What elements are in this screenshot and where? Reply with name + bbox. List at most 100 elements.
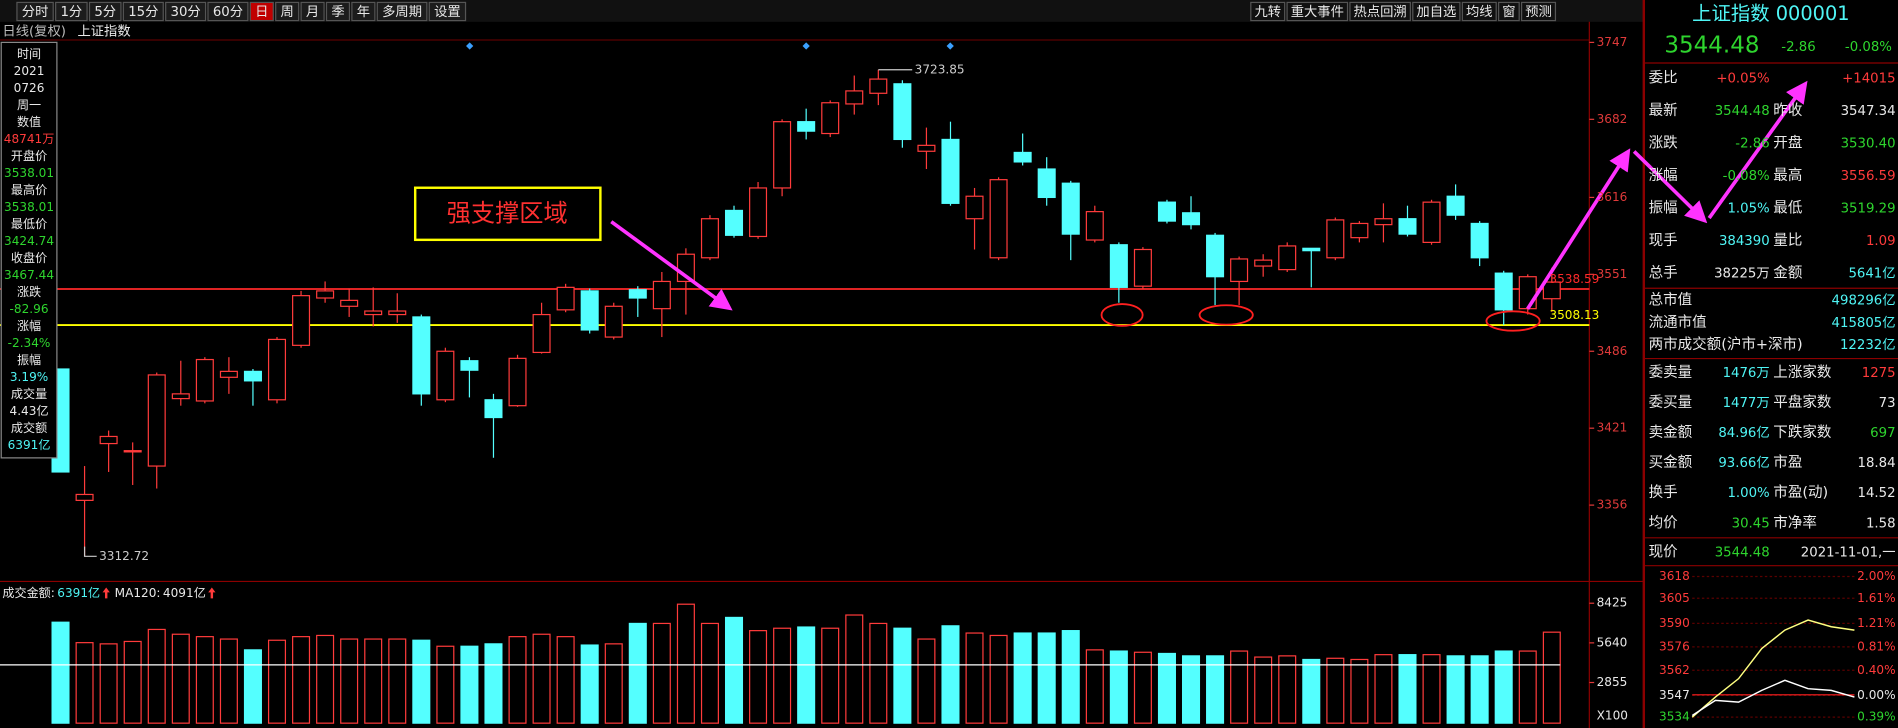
quote-value: 1275 <box>1862 366 1896 381</box>
toolbar-label[interactable]: 30分 <box>171 4 201 20</box>
toolbar-label[interactable]: 年 <box>357 4 370 20</box>
candle-body <box>412 316 431 395</box>
volume-bar <box>1542 631 1561 724</box>
candle-body <box>171 393 190 400</box>
y-tick-label: 3618 <box>1659 569 1690 583</box>
toolbar-button[interactable] <box>55 1 88 22</box>
toolbar-button[interactable] <box>122 1 164 22</box>
toolbar-button[interactable] <box>1498 1 1520 22</box>
toolbar-button[interactable] <box>88 1 122 22</box>
volume-bar <box>989 634 1008 724</box>
toolbar-button[interactable] <box>1412 1 1461 22</box>
toolbar-label[interactable]: 季 <box>331 4 344 20</box>
info-text: 3538.01 <box>4 200 54 214</box>
toolbar-button[interactable] <box>16 1 54 22</box>
toolbar-label[interactable]: 日 <box>255 5 268 20</box>
volume-bar <box>1374 654 1393 724</box>
info-text: 成交额 <box>11 420 47 435</box>
candle-body <box>1254 259 1273 267</box>
volume-bar <box>869 622 888 724</box>
up-arrow-icon <box>102 587 110 599</box>
quote-value: 93.66亿 <box>1718 455 1769 471</box>
candle-body <box>845 90 864 105</box>
toolbar-label[interactable]: 5分 <box>94 4 116 20</box>
info-text: 涨幅 <box>17 318 41 333</box>
annotation-text: 强支撑区域 <box>447 199 568 227</box>
candle-body <box>460 360 479 371</box>
toolbar-label[interactable]: 热点回溯 <box>1354 4 1407 20</box>
info-text: 3.19% <box>10 370 48 384</box>
toolbar-button[interactable] <box>428 1 467 22</box>
toolbar-button[interactable] <box>376 1 428 22</box>
quote-value: 3556.59 <box>1841 169 1896 184</box>
volume-bar <box>1518 650 1537 724</box>
toolbar-label[interactable]: 预测 <box>1525 4 1552 20</box>
toolbar-button[interactable] <box>165 1 207 22</box>
toolbar-button[interactable] <box>1286 1 1349 22</box>
quote-label: 昨收 <box>1773 102 1802 119</box>
volume-bar <box>556 636 575 724</box>
candle-body <box>941 138 960 204</box>
candle-body <box>1109 244 1128 288</box>
toolbar-button[interactable] <box>1349 1 1411 22</box>
toolbar-button[interactable] <box>1461 1 1497 22</box>
candle-body <box>1181 212 1201 226</box>
toolbar-label[interactable]: 15分 <box>128 4 158 20</box>
quote-label: 委卖量 <box>1649 364 1693 381</box>
arrows <box>610 80 1808 311</box>
toolbar-label[interactable]: 1分 <box>60 4 82 20</box>
info-text: 数值 <box>17 114 41 129</box>
volume-bar <box>75 642 94 724</box>
volume-header: 6391亿 <box>57 585 100 600</box>
info-text: 成交量 <box>11 386 47 401</box>
info-text: -82.96 <box>10 302 49 316</box>
pct-label: 1.61% <box>1857 591 1895 605</box>
toolbar-button[interactable] <box>1520 1 1557 22</box>
info-text: 涨跌 <box>17 284 41 299</box>
candle-body <box>724 209 744 236</box>
quote-value: 498296亿 <box>1832 292 1896 308</box>
volume-bar <box>1206 655 1225 724</box>
toolbar-button[interactable] <box>249 1 274 22</box>
toolbar-button[interactable] <box>207 1 249 22</box>
toolbar-label[interactable]: 60分 <box>213 4 243 20</box>
toolbar-label[interactable]: 窗 <box>1502 3 1515 20</box>
quote-value: 14.52 <box>1858 486 1896 501</box>
candle-body <box>797 121 816 132</box>
candle-body <box>1542 281 1561 300</box>
toolbar-button[interactable] <box>300 1 325 22</box>
info-panel <box>0 41 58 459</box>
volume-bar <box>604 643 623 724</box>
volume-bar <box>436 645 455 724</box>
pct-label: 0.00% <box>1857 688 1895 702</box>
toolbar-button[interactable] <box>325 1 351 22</box>
quote-label: 均价 <box>1649 514 1679 531</box>
candle-body <box>989 179 1008 259</box>
toolbar-label[interactable]: 九转 <box>1254 4 1281 20</box>
toolbar-label[interactable]: 设置 <box>434 4 461 20</box>
info-text: 最低价 <box>11 217 47 231</box>
toolbar-label[interactable]: 月 <box>306 5 319 20</box>
volume-bar <box>316 634 335 724</box>
volume-bar <box>652 622 671 724</box>
toolbar-label[interactable]: 均线 <box>1466 4 1493 20</box>
toolbar-label[interactable]: 加自选 <box>1416 4 1456 20</box>
quote-label: 市盈 <box>1773 454 1802 471</box>
quote-label: 平盘家数 <box>1773 393 1832 411</box>
candle-body <box>1350 222 1369 239</box>
candle-body <box>1446 195 1465 216</box>
toolbar-button[interactable] <box>1250 1 1286 22</box>
toolbar-label[interactable]: 周 <box>281 5 294 20</box>
toolbar-button[interactable] <box>275 1 300 22</box>
volume-bar <box>845 614 864 724</box>
toolbar-label[interactable]: 多周期 <box>382 3 422 20</box>
y-tick-label: 3682 <box>1597 112 1628 126</box>
toolbar-button[interactable] <box>351 1 376 22</box>
toolbar-label[interactable]: 重大事件 <box>1291 4 1344 20</box>
toolbar-label[interactable]: 分时 <box>22 4 49 20</box>
volume-bar <box>508 636 527 724</box>
volume-bar <box>460 645 479 724</box>
candle-body <box>195 358 214 402</box>
pct-label: 0.40% <box>1857 663 1895 677</box>
leader-line <box>83 546 97 557</box>
